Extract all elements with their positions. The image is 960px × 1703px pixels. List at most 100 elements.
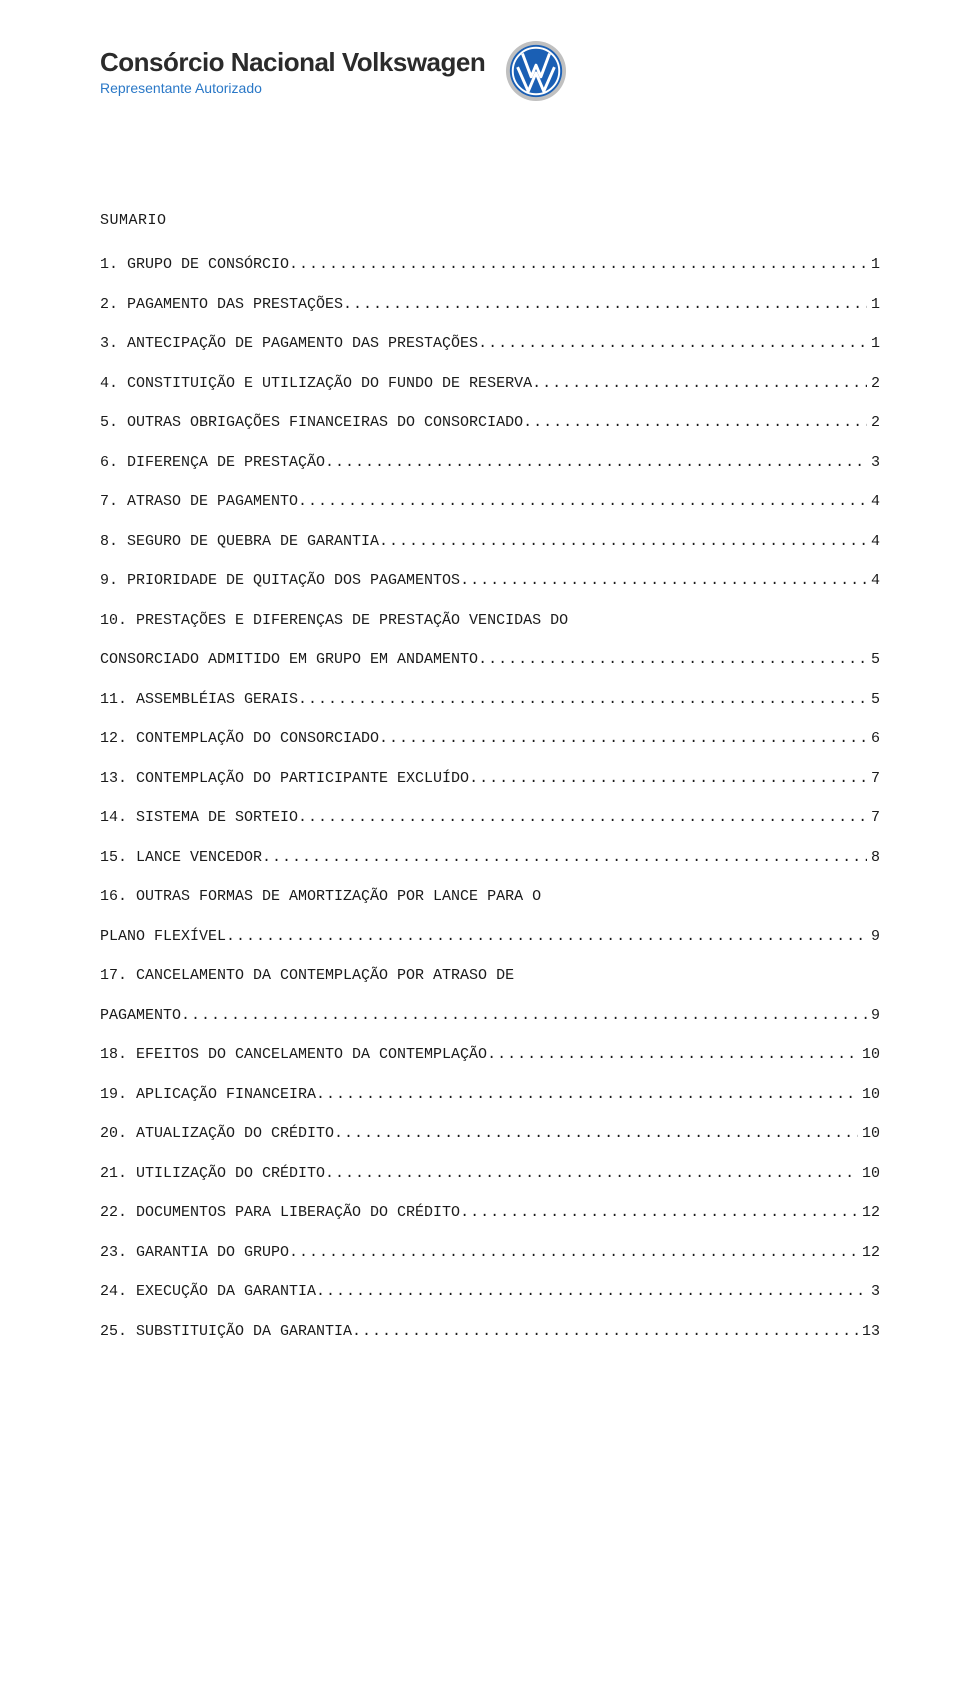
toc-entry: 11. ASSEMBLÉIAS GERAIS 5 (100, 690, 880, 710)
toc-leader-dots (478, 334, 867, 354)
toc-leader-dots (262, 848, 867, 868)
toc-entry-label: 19. APLICAÇÃO FINANCEIRA (100, 1085, 316, 1105)
toc-leader-dots (343, 295, 867, 315)
toc-leader-dots (532, 374, 867, 394)
toc-leader-dots (460, 571, 867, 591)
toc-entry: 6. DIFERENÇA DE PRESTAÇÃO 3 (100, 453, 880, 473)
toc-entry: 1. GRUPO DE CONSÓRCIO 1 (100, 255, 880, 275)
toc-entry: 14. SISTEMA DE SORTEIO 7 (100, 808, 880, 828)
toc-leader-dots (460, 1203, 858, 1223)
vw-logo-icon (505, 40, 567, 102)
toc-entry-label: 21. UTILIZAÇÃO DO CRÉDITO (100, 1164, 325, 1184)
toc-entry: 10. PRESTAÇÕES E DIFERENÇAS DE PRESTAÇÃO… (100, 611, 880, 670)
toc-entry-label: 25. SUBSTITUIÇÃO DA GARANTIA (100, 1322, 352, 1342)
toc-leader-dots (181, 1006, 867, 1026)
toc-heading: SUMARIO (100, 212, 880, 229)
toc-entry-label: 5. OUTRAS OBRIGAÇÕES FINANCEIRAS DO CONS… (100, 413, 523, 433)
toc-entry-page: 9 (867, 1006, 880, 1026)
toc-entry-label: PAGAMENTO (100, 1006, 181, 1026)
toc-entry-page: 7 (867, 769, 880, 789)
toc-entry: 18. EFEITOS DO CANCELAMENTO DA CONTEMPLA… (100, 1045, 880, 1065)
toc-entry-label: 7. ATRASO DE PAGAMENTO (100, 492, 298, 512)
toc-entry-label: 13. CONTEMPLAÇÃO DO PARTICIPANTE EXCLUÍD… (100, 769, 469, 789)
toc-entry-page: 2 (867, 374, 880, 394)
toc-leader-dots (289, 255, 867, 275)
toc-entry-label: 20. ATUALIZAÇÃO DO CRÉDITO (100, 1124, 334, 1144)
toc-entry-label: 1. GRUPO DE CONSÓRCIO (100, 255, 289, 275)
toc-leader-dots (298, 492, 867, 512)
toc-entry-label: 2. PAGAMENTO DAS PRESTAÇÕES (100, 295, 343, 315)
toc-entry-page: 3 (867, 453, 880, 473)
toc-entry-page: 6 (867, 729, 880, 749)
toc-entry-label: 3. ANTECIPAÇÃO DE PAGAMENTO DAS PRESTAÇÕ… (100, 334, 478, 354)
toc-entry-page: 5 (867, 690, 880, 710)
toc-entry: 21. UTILIZAÇÃO DO CRÉDITO 10 (100, 1164, 880, 1184)
toc-entry-line1: 17. CANCELAMENTO DA CONTEMPLAÇÃO POR ATR… (100, 966, 880, 986)
toc-entry-page: 10 (858, 1085, 880, 1105)
toc-entry: 8. SEGURO DE QUEBRA DE GARANTIA 4 (100, 532, 880, 552)
toc-entry: 9. PRIORIDADE DE QUITAÇÃO DOS PAGAMENTOS… (100, 571, 880, 591)
toc-entry-label: 12. CONTEMPLAÇÃO DO CONSORCIADO (100, 729, 379, 749)
toc-entry-line2: PLANO FLEXÍVEL 9 (100, 927, 880, 947)
toc-entry: 22. DOCUMENTOS PARA LIBERAÇÃO DO CRÉDITO… (100, 1203, 880, 1223)
toc-entry: 13. CONTEMPLAÇÃO DO PARTICIPANTE EXCLUÍD… (100, 769, 880, 789)
toc-entry: 16. OUTRAS FORMAS DE AMORTIZAÇÃO POR LAN… (100, 887, 880, 946)
toc-leader-dots (325, 453, 867, 473)
toc-entry-page: 13 (858, 1322, 880, 1342)
toc-entry-page: 4 (867, 571, 880, 591)
toc-leader-dots (325, 1164, 858, 1184)
toc-entry-label: 23. GARANTIA DO GRUPO (100, 1243, 289, 1263)
toc-entry-page: 10 (858, 1045, 880, 1065)
toc-entry-label: PLANO FLEXÍVEL (100, 927, 226, 947)
toc-entry-label: 9. PRIORIDADE DE QUITAÇÃO DOS PAGAMENTOS (100, 571, 460, 591)
toc-entry-page: 3 (867, 1282, 880, 1302)
toc-entry: 19. APLICAÇÃO FINANCEIRA 10 (100, 1085, 880, 1105)
toc-leader-dots (298, 808, 867, 828)
brand-header: Consórcio Nacional Volkswagen Representa… (100, 40, 880, 102)
document-page: Consórcio Nacional Volkswagen Representa… (0, 0, 960, 1421)
table-of-contents: 1. GRUPO DE CONSÓRCIO 1 2. PAGAMENTO DAS … (100, 255, 880, 1341)
toc-entry: 15. LANCE VENCEDOR 8 (100, 848, 880, 868)
toc-entry-page: 7 (867, 808, 880, 828)
toc-leader-dots (379, 729, 867, 749)
toc-entry-label: 22. DOCUMENTOS PARA LIBERAÇÃO DO CRÉDITO (100, 1203, 460, 1223)
toc-entry: 23. GARANTIA DO GRUPO 12 (100, 1243, 880, 1263)
toc-entry-page: 8 (867, 848, 880, 868)
toc-entry-label: 24. EXECUÇÃO DA GARANTIA (100, 1282, 316, 1302)
toc-entry: 5. OUTRAS OBRIGAÇÕES FINANCEIRAS DO CONS… (100, 413, 880, 433)
toc-leader-dots (316, 1282, 867, 1302)
brand-subtitle: Representante Autorizado (100, 80, 485, 96)
toc-entry-page: 2 (867, 413, 880, 433)
toc-entry: 7. ATRASO DE PAGAMENTO 4 (100, 492, 880, 512)
toc-entry-page: 10 (858, 1164, 880, 1184)
toc-leader-dots (352, 1322, 858, 1342)
toc-leader-dots (478, 650, 867, 670)
toc-entry-page: 4 (867, 532, 880, 552)
toc-entry-label: CONSORCIADO ADMITIDO EM GRUPO EM ANDAMEN… (100, 650, 478, 670)
toc-entry-page: 1 (867, 255, 880, 275)
toc-entry-page: 4 (867, 492, 880, 512)
toc-entry-label: 11. ASSEMBLÉIAS GERAIS (100, 690, 298, 710)
toc-entry-page: 5 (867, 650, 880, 670)
toc-leader-dots (523, 413, 867, 433)
toc-entry-label: 15. LANCE VENCEDOR (100, 848, 262, 868)
toc-entry-line1: 10. PRESTAÇÕES E DIFERENÇAS DE PRESTAÇÃO… (100, 611, 880, 631)
toc-leader-dots (289, 1243, 858, 1263)
toc-entry-line2: PAGAMENTO 9 (100, 1006, 880, 1026)
toc-entry-line2: CONSORCIADO ADMITIDO EM GRUPO EM ANDAMEN… (100, 650, 880, 670)
toc-entry-page: 12 (858, 1243, 880, 1263)
toc-entry: 24. EXECUÇÃO DA GARANTIA 3 (100, 1282, 880, 1302)
toc-leader-dots (379, 532, 867, 552)
toc-leader-dots (316, 1085, 858, 1105)
toc-entry: 4. CONSTITUIÇÃO E UTILIZAÇÃO DO FUNDO DE… (100, 374, 880, 394)
toc-entry-label: 14. SISTEMA DE SORTEIO (100, 808, 298, 828)
toc-entry-label: 8. SEGURO DE QUEBRA DE GARANTIA (100, 532, 379, 552)
brand-title: Consórcio Nacional Volkswagen (100, 47, 485, 78)
toc-entry-page: 10 (858, 1124, 880, 1144)
toc-entry: 20. ATUALIZAÇÃO DO CRÉDITO 10 (100, 1124, 880, 1144)
toc-entry-page: 9 (867, 927, 880, 947)
toc-entry-label: 4. CONSTITUIÇÃO E UTILIZAÇÃO DO FUNDO DE… (100, 374, 532, 394)
toc-entry: 25. SUBSTITUIÇÃO DA GARANTIA 13 (100, 1322, 880, 1342)
toc-leader-dots (334, 1124, 858, 1144)
toc-entry-page: 1 (867, 295, 880, 315)
